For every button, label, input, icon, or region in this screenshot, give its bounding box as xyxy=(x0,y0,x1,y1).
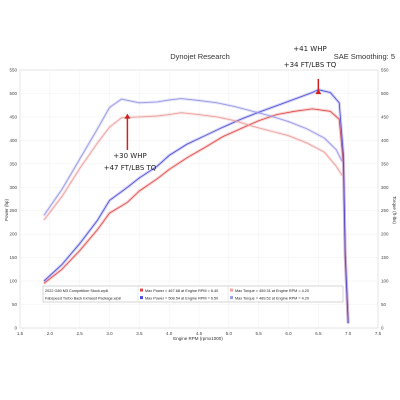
legend-swatch-torque-2 xyxy=(230,296,233,300)
legend-torque-2: Max Torque = 489.52 at Engine RPM = 4.20 xyxy=(235,297,309,301)
y-axis-right-label: Torque (ft-lbs) xyxy=(392,196,397,224)
arrow-head xyxy=(124,113,131,119)
x-tick-label: 2.5 xyxy=(77,331,84,336)
y-tick-label-left: 350 xyxy=(9,161,17,166)
x-tick-label: 4.0 xyxy=(166,331,173,336)
series-line-torque-1 xyxy=(43,112,343,221)
legend-swatch-power-2 xyxy=(140,296,143,300)
annotation-left-line1: +30 WHP xyxy=(113,152,146,160)
y-tick-label-right: 50 xyxy=(381,302,387,307)
x-tick-label: 6.5 xyxy=(315,331,322,336)
smoothing-label: SAE Smoothing: 5 xyxy=(334,52,395,61)
y-tick-label-right: 200 xyxy=(381,232,389,237)
legend-file-1: 2022 G80 M3 Competition Stock.wp8 xyxy=(45,289,108,293)
y-tick-label-left: 300 xyxy=(9,185,17,190)
y-tick-label-left: 450 xyxy=(9,114,17,119)
y-tick-label-left: 250 xyxy=(9,208,17,213)
y-tick-label-left: 200 xyxy=(9,232,17,237)
annotation-left-line2: +47 FT/LBS TQ xyxy=(104,164,157,172)
y-tick-label-right: 300 xyxy=(381,185,389,190)
arrow-head xyxy=(315,89,322,95)
y-tick-label-right: 450 xyxy=(381,114,389,119)
axis-ticks: 1.5 2.0 2.5 3.0 3.5 4.0 4.5 5.0 5.5 6.0 6.5 7.0 7.50… xyxy=(9,68,389,337)
legend-file-2: Fabspeed Turbo Back Exhaust Package.wp8 xyxy=(45,297,121,301)
y-axis-left-label: Power (hp) xyxy=(4,198,9,221)
y-tick-label-left: 400 xyxy=(9,138,17,143)
y-tick-label-left: 150 xyxy=(9,255,17,260)
x-tick-label: 7.0 xyxy=(345,331,352,336)
annotation-top-line2: +34 FT/LBS TQ xyxy=(284,61,337,69)
legend-power-1: Max Power = 467.68 at Engine RPM = 6.40 xyxy=(145,289,218,293)
y-tick-label-right: 250 xyxy=(381,208,389,213)
annotation-top-arrow xyxy=(315,79,322,95)
series-line-power-1 xyxy=(43,108,349,324)
y-tick-label-left: 100 xyxy=(9,279,17,284)
annotation-top-line1: +41 WHP xyxy=(293,45,326,53)
y-tick-label-left: 0 xyxy=(14,326,17,331)
x-tick-label: 5.5 xyxy=(256,331,263,336)
series-line-torque-2 xyxy=(43,98,343,216)
y-tick-label-right: 350 xyxy=(381,161,389,166)
legend-swatch-power-1 xyxy=(140,288,143,292)
x-tick-label: 4.5 xyxy=(196,331,203,336)
annotation-left-arrow xyxy=(124,113,131,150)
y-tick-label-left: 550 xyxy=(9,68,17,73)
y-tick-label-left: 500 xyxy=(9,91,17,96)
y-tick-label-right: 400 xyxy=(381,138,389,143)
x-tick-label: 1.5 xyxy=(17,331,24,336)
legend-torque-1: Max Torque = 459.31 at Engine RPM = 4.20 xyxy=(235,289,309,293)
series-layer xyxy=(42,88,350,324)
y-tick-label-right: 150 xyxy=(381,255,389,260)
series-line-power-2 xyxy=(43,89,349,324)
x-tick-label: 6.0 xyxy=(285,331,292,336)
y-tick-label-right: 100 xyxy=(381,279,389,284)
y-tick-label-left: 50 xyxy=(12,302,18,307)
legend-power-2: Max Power = 508.54 at Engine RPM = 6.50 xyxy=(145,297,218,301)
x-tick-label: 7.5 xyxy=(375,331,382,336)
y-tick-label-right: 550 xyxy=(381,68,389,73)
x-axis-label: Engine RPM (rpmx1000) xyxy=(173,336,223,341)
x-tick-label: 5.0 xyxy=(226,331,233,336)
chart-title: Dynojet Research xyxy=(170,52,230,61)
y-tick-label-right: 500 xyxy=(381,91,389,96)
legend: 2022 G80 M3 Competition Stock.wp8 Max Po… xyxy=(42,285,344,303)
x-tick-label: 3.5 xyxy=(136,331,143,336)
grid xyxy=(19,69,379,329)
y-tick-label-right: 0 xyxy=(381,326,384,331)
legend-swatch-torque-1 xyxy=(230,288,233,292)
x-tick-label: 2.0 xyxy=(47,331,54,336)
x-tick-label: 3.0 xyxy=(106,331,113,336)
